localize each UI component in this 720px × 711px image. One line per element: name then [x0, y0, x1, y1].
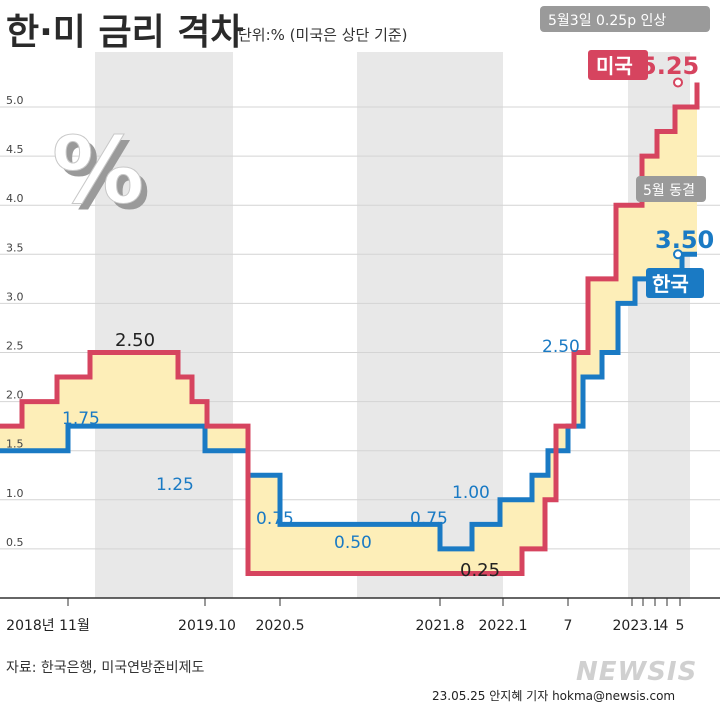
us-event-callout: 5월3일 0.25p 인상 [540, 6, 710, 32]
credit-line: 23.05.25 안지혜 기자 hokma@newsis.com [432, 689, 675, 703]
x-tick-label: 5 [676, 618, 685, 634]
y-tick-label: 3.5 [6, 241, 24, 254]
data-label: 0.75 [256, 509, 294, 529]
data-label: 3.50 [655, 226, 714, 254]
data-label: 0.50 [334, 533, 372, 553]
legend-kr-label: 한국 [652, 272, 689, 296]
percent-icon: % % [52, 117, 151, 231]
x-tick-label: 2023.1 [613, 618, 662, 634]
y-tick-label: 5.0 [6, 94, 24, 107]
kr-event-text: 5월 동결 [643, 183, 695, 199]
x-tick-label: 2019.10 [178, 618, 236, 634]
data-label: 1.75 [62, 409, 100, 429]
svg-text:%: % [52, 117, 144, 224]
x-tick-label: 2020.5 [256, 618, 305, 634]
x-axis: 2018년 11월 2019.10 2020.5 2021.8 2022.1 7 2023.… [0, 597, 720, 634]
series-line-us [0, 82, 700, 576]
legend-us: 미국 [588, 50, 648, 80]
y-axis-ticks: 0.5 1.0 1.5 2.0 2.5 3.0 3.5 4.0 4.5 5.0 [6, 94, 24, 549]
data-label: 5.25 [640, 52, 699, 80]
y-tick-label: 1.5 [6, 438, 24, 451]
legend-kr: 한국 [646, 268, 704, 298]
y-tick-label: 1.0 [6, 487, 24, 500]
background-band-0 [95, 52, 233, 598]
source-note: 자료: 한국은행, 미국연방준비제도 [6, 660, 205, 676]
legend-us-label: 미국 [596, 54, 633, 78]
newsis-logo: NEWSIS [576, 657, 697, 687]
page-subtitle: 단위:% (미국은 상단 기준) [238, 26, 408, 44]
y-tick-label: 4.5 [6, 143, 24, 156]
page-title: 한·미 금리 격차 [6, 12, 243, 53]
x-tick-label: 2021.8 [416, 618, 465, 634]
data-label: 2.50 [542, 337, 580, 357]
korea-end-marker [673, 249, 683, 260]
x-tick-label: 7 [564, 618, 573, 634]
y-tick-label: 4.0 [6, 192, 24, 205]
background-band-1 [357, 52, 503, 598]
y-tick-label: 0.5 [6, 536, 24, 549]
us-end-marker [673, 77, 683, 88]
y-tick-label: 2.0 [6, 389, 24, 402]
data-label: 1.00 [452, 483, 490, 503]
x-tick-label: 2018년 11월 [6, 618, 90, 634]
x-tick-label: 4 [660, 618, 669, 634]
svg-text:%: % [58, 123, 150, 230]
y-tick-label: 2.5 [6, 340, 24, 353]
y-tick-label: 3.0 [6, 290, 24, 303]
data-label: 2.50 [115, 330, 155, 351]
kr-event-callout: 5월 동결 [636, 176, 706, 202]
background-bands [95, 52, 690, 598]
us-event-text: 5월3일 0.25p 인상 [548, 13, 666, 29]
data-labels: 2.501.751.250.750.500.751.002.500.255.25… [62, 52, 714, 581]
data-label: 0.25 [460, 560, 500, 581]
data-label: 0.75 [410, 509, 448, 529]
data-label: 1.25 [156, 475, 194, 495]
x-tick-label: 2022.1 [479, 618, 528, 634]
